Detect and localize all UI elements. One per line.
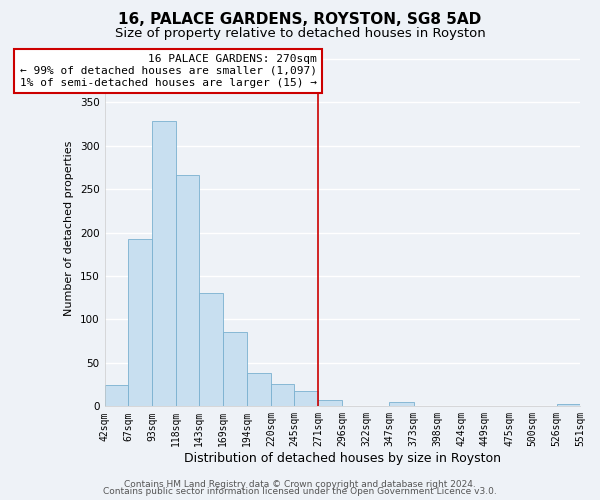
Y-axis label: Number of detached properties: Number of detached properties [64,140,74,316]
Bar [294,390,319,406]
Bar [389,402,414,406]
Bar [128,238,152,406]
Bar [223,332,247,406]
Bar [199,294,223,406]
Text: 16 PALACE GARDENS: 270sqm
← 99% of detached houses are smaller (1,097)
1% of sem: 16 PALACE GARDENS: 270sqm ← 99% of detac… [20,54,317,88]
Text: Size of property relative to detached houses in Royston: Size of property relative to detached ho… [115,28,485,40]
Bar [152,122,176,406]
Bar [271,384,294,406]
X-axis label: Distribution of detached houses by size in Royston: Distribution of detached houses by size … [184,452,501,465]
Bar [557,404,580,406]
Bar [176,175,199,406]
Text: Contains public sector information licensed under the Open Government Licence v3: Contains public sector information licen… [103,488,497,496]
Text: 16, PALACE GARDENS, ROYSTON, SG8 5AD: 16, PALACE GARDENS, ROYSTON, SG8 5AD [118,12,482,28]
Text: Contains HM Land Registry data © Crown copyright and database right 2024.: Contains HM Land Registry data © Crown c… [124,480,476,489]
Bar [247,374,271,406]
Bar [319,400,342,406]
Bar [104,384,128,406]
